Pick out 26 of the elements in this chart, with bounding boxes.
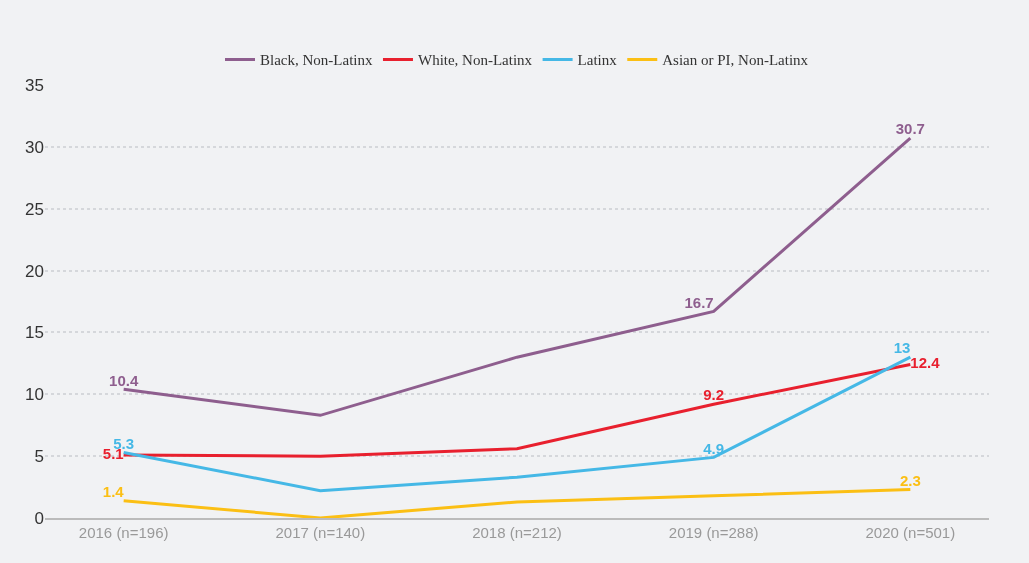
y-tick-label: 20 <box>25 261 44 281</box>
x-tick-label: 2018 (n=212) <box>472 524 562 541</box>
data-label: 10.4 <box>109 371 139 389</box>
data-label: 1.4 <box>102 482 125 500</box>
y-tick-label: 5 <box>34 447 44 467</box>
y-tick-label: 30 <box>25 137 44 157</box>
x-tick-label: 2016 (n=196) <box>78 524 169 541</box>
x-tick-label: 2020 (n=501) <box>865 524 956 541</box>
legend-label: Asian or PI, Non-Latinx <box>662 52 809 69</box>
y-tick-label: 35 <box>25 75 44 95</box>
data-label: 30.7 <box>895 120 925 138</box>
y-tick-label: 15 <box>25 323 44 343</box>
legend-label: Latinx <box>577 52 618 69</box>
x-tick-label: 2019 (n=288) <box>668 524 759 541</box>
data-label: 2.3 <box>899 471 921 489</box>
legend-label: Black, Non-Latinx <box>260 52 373 69</box>
y-tick-label: 10 <box>25 385 44 405</box>
line-series <box>122 488 912 518</box>
x-tick-label: 2017 (n=140) <box>275 524 366 541</box>
data-label: 16.7 <box>684 293 714 311</box>
legend-label: White, Non-Latinx <box>417 52 533 69</box>
y-tick-label: 25 <box>25 199 44 219</box>
data-label: 9.2 <box>703 386 725 404</box>
data-label: 12.4 <box>910 354 941 372</box>
data-label: 13 <box>893 339 911 357</box>
y-tick-label: 0 <box>34 508 44 528</box>
